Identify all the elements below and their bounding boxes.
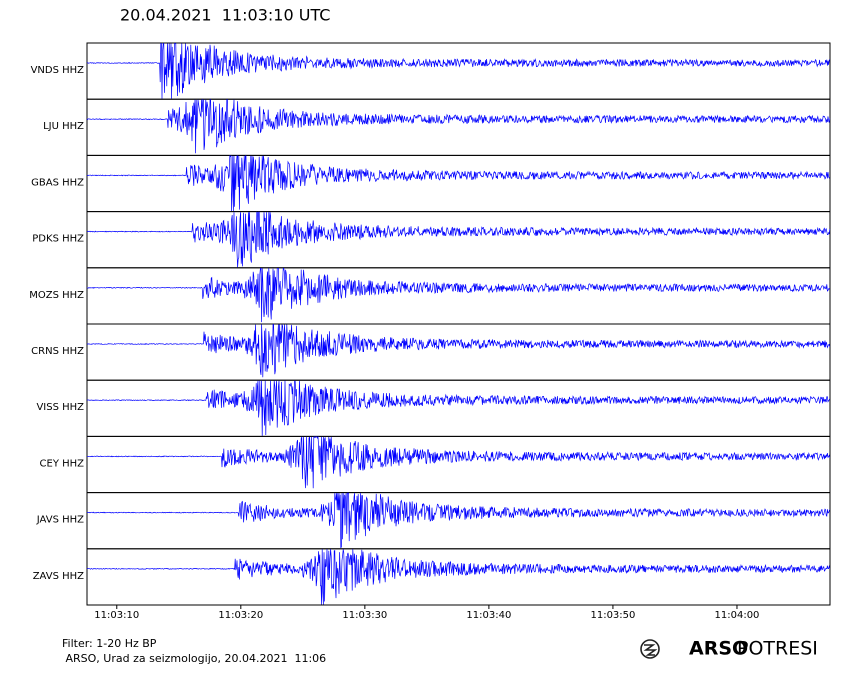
trace (87, 211, 831, 268)
trace (86, 43, 831, 99)
logo-light: POTRESI (737, 638, 818, 660)
trace-panel (86, 42, 831, 100)
station-label: CRNS HHZ (31, 346, 84, 357)
trace-panel (86, 98, 831, 156)
station-label: VISS HHZ (36, 402, 84, 413)
x-tick-label: 11:03:10 (94, 610, 139, 621)
station-label: ZAVS HHZ (33, 571, 84, 582)
trace-panel (86, 323, 831, 381)
trace (86, 549, 831, 605)
trace (86, 267, 831, 323)
x-tick-label: 11:03:30 (342, 610, 387, 621)
station-label: CEY HHZ (40, 458, 85, 469)
trace-panel (86, 435, 831, 494)
trace (86, 99, 831, 154)
credit-note: ARSO, Urad za seizmologijo, 20.04.2021 1… (62, 652, 326, 665)
trace-panel (86, 211, 831, 269)
station-label: GBAS HHZ (31, 177, 84, 188)
x-tick-label: 11:04:00 (715, 610, 760, 621)
station-label: VNDS HHZ (31, 65, 85, 76)
trace (86, 155, 831, 212)
station-label: LJU HHZ (43, 121, 84, 132)
trace (86, 324, 831, 378)
trace-panel (86, 492, 831, 550)
trace-panel (86, 154, 831, 213)
logo-bold: ARSO (689, 638, 748, 660)
x-tick-label: 11:03:20 (218, 610, 263, 621)
x-tick-label: 11:03:50 (590, 610, 635, 621)
trace-panel (86, 548, 831, 606)
station-label: PDKS HHZ (32, 234, 84, 245)
trace (87, 492, 831, 549)
trace (86, 435, 831, 489)
trace (86, 380, 831, 436)
station-label: JAVS HHZ (36, 515, 84, 526)
trace-panel (86, 379, 831, 437)
trace-panel (86, 267, 831, 325)
chart-title: 20.04.2021 11:03:10 UTC (120, 6, 330, 25)
filter-note: Filter: 1-20 Hz BP (62, 637, 157, 650)
station-label: MOZS HHZ (29, 290, 84, 301)
logo-icon (640, 639, 660, 659)
x-tick-label: 11:03:40 (466, 610, 511, 621)
